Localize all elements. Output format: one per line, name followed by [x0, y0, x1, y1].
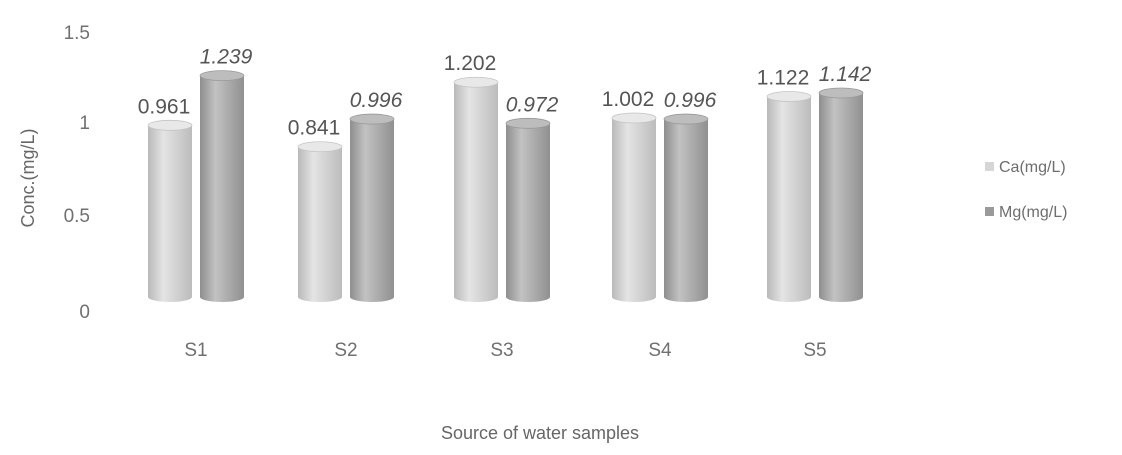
data-label-ca-s2: 0.841 [288, 117, 341, 140]
data-label-mg-s1: 1.239 [200, 46, 253, 69]
bar-mg-s2 [349, 113, 395, 302]
y-tick-label: 0 [79, 302, 90, 323]
data-label-ca-s5: 1.122 [757, 67, 810, 90]
x-tick-label-s5: S5 [803, 340, 826, 361]
bar-mg-s4 [663, 113, 709, 302]
legend-swatch-mg [985, 207, 994, 216]
y-axis-title: Conc.(mg/L) [18, 128, 38, 227]
legend: Ca(mg/L) Mg(mg/L) [985, 159, 1067, 221]
bar-ca-s3 [453, 76, 499, 302]
legend-label-mg: Mg(mg/L) [999, 204, 1067, 221]
x-tick-label-s1: S1 [184, 340, 207, 361]
data-label-mg-s3: 0.972 [506, 93, 559, 116]
y-tick-label: 0.5 [64, 206, 90, 227]
legend-swatch-ca [985, 162, 994, 171]
y-tick-label: 1 [79, 113, 90, 134]
x-axis-title: Source of water samples [441, 423, 639, 443]
data-label-mg-s5: 1.142 [819, 63, 872, 86]
data-label-mg-s2: 0.996 [350, 89, 403, 112]
data-label-ca-s1: 0.961 [138, 95, 191, 118]
bar-ca-s1 [147, 119, 193, 302]
bar-mg-s1 [199, 70, 245, 302]
bar-ca-s4 [611, 112, 657, 302]
data-label-mg-s4: 0.996 [664, 89, 717, 112]
x-tick-label-s3: S3 [490, 340, 513, 361]
bar-mg-s5 [818, 87, 864, 302]
bar-ca-s2 [297, 141, 343, 302]
bars-layer: 0.961 1.239 0.841 0.996 1.202 0.972 1.002 0.996… [138, 46, 872, 302]
bar-mg-s3 [505, 117, 551, 302]
x-tick-label-s4: S4 [648, 340, 672, 361]
data-label-ca-s3: 1.202 [444, 52, 497, 75]
bar-ca-s5 [766, 91, 812, 302]
legend-label-ca: Ca(mg/L) [999, 159, 1066, 176]
y-tick-label: 1.5 [64, 23, 90, 44]
x-tick-label-s2: S2 [334, 340, 357, 361]
data-label-ca-s4: 1.002 [602, 88, 655, 111]
